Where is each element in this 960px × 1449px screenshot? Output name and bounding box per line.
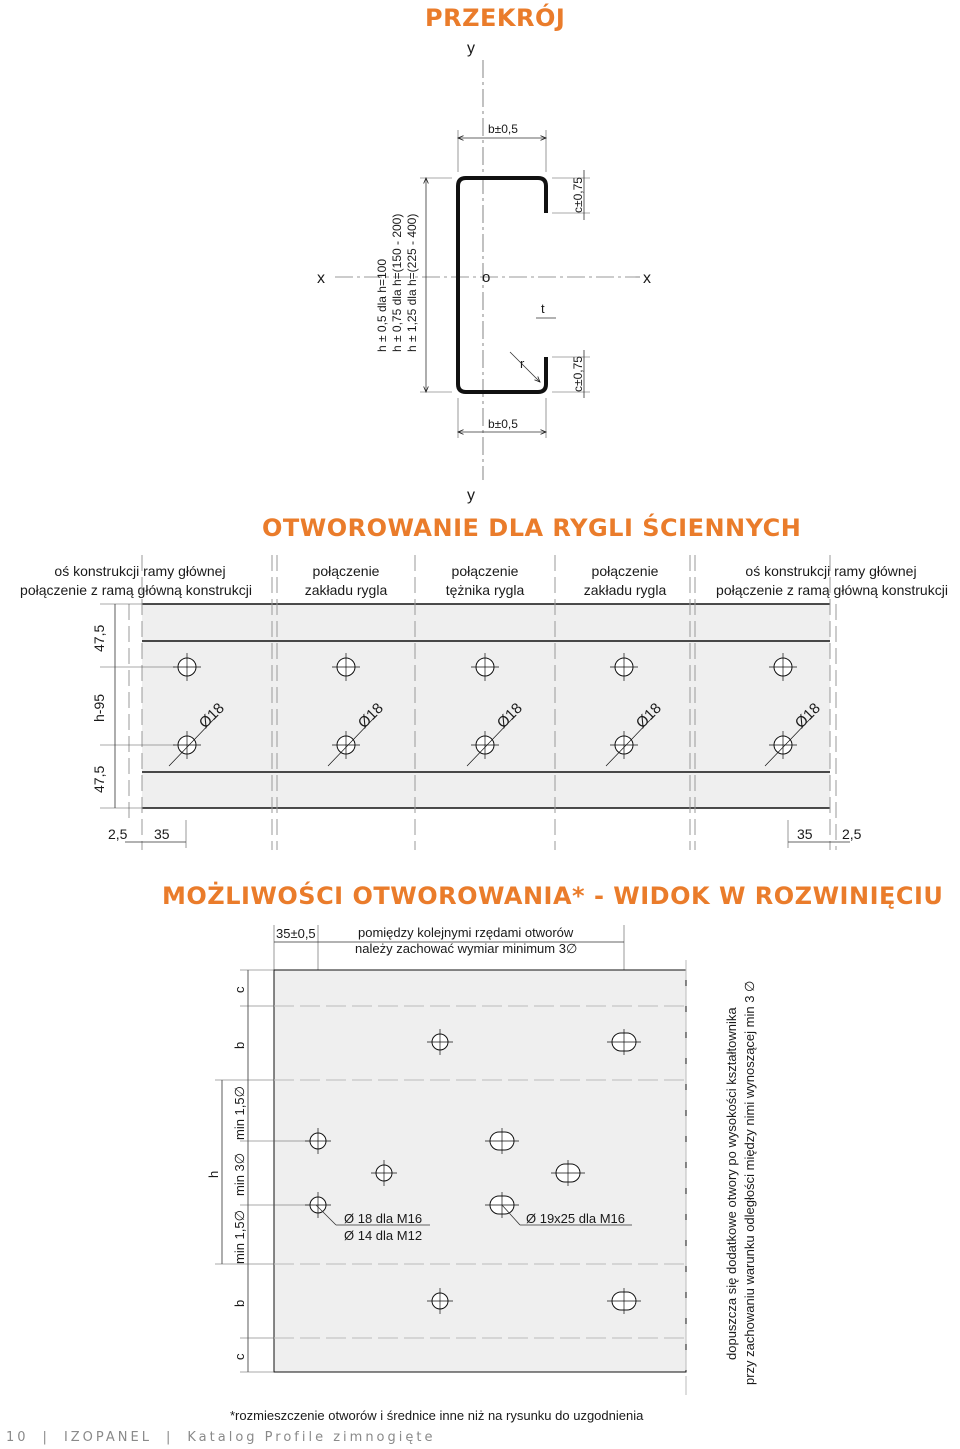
radius-label: r	[520, 356, 525, 371]
hole-leader	[168, 717, 216, 767]
hole-crosshair	[471, 653, 499, 681]
c-profile-shape	[456, 176, 548, 394]
y-axis-label-bottom: y	[467, 487, 475, 504]
hole-crosshair	[173, 731, 201, 759]
cross-section-drawing: y y x x o b±0,5 b±0,5 h ± 0,5 dla h=100 …	[317, 40, 651, 504]
label-col-1-line-2: połączenie z ramą główną konstrukcji	[20, 582, 252, 598]
hole-leader	[327, 717, 375, 767]
section-title-rail-holes: OTWOROWANIE DLA RYGLI ŚCIENNYCH	[262, 514, 802, 542]
label-col-2-line-2: zakładu rygla	[305, 582, 388, 598]
dim-left-35: 35	[154, 826, 170, 842]
left-dim-min15-bottom: min 1,5∅	[232, 1210, 247, 1264]
hole-crosshair	[332, 653, 360, 681]
right-note-line-1: dopuszcza się dodatkowe otwory po wysoko…	[724, 1007, 739, 1360]
dim-left-2-5: 2,5	[108, 826, 128, 842]
hole-crosshair	[305, 1192, 331, 1218]
footnote: *rozmieszczenie otworów i średnice inne …	[230, 1408, 644, 1423]
hole-leader	[466, 717, 514, 767]
dim-top-47-5: 47,5	[91, 625, 107, 652]
left-dim-c-top: c	[232, 986, 247, 993]
dim-right-2-5: 2,5	[842, 826, 862, 842]
footer-brand: IZOPANEL	[63, 1430, 152, 1445]
left-dim-c-bottom: c	[232, 1353, 247, 1360]
left-dim-b-bottom: b	[232, 1300, 247, 1307]
x-axis-label-right: x	[643, 270, 651, 287]
hole-crosshair	[607, 1288, 641, 1314]
label-col-4-line-1: połączenie	[592, 563, 659, 579]
h-tolerance-line-3: h ± 1,25 dla h=(225 - 400)	[405, 214, 419, 352]
dim-35-label: 35±0,5	[276, 926, 316, 941]
label-col-4-line-2: zakładu rygla	[584, 582, 667, 598]
footer-catalog: Katalog Profile zimnogięte	[187, 1430, 436, 1445]
hole-crosshair	[427, 1288, 453, 1314]
left-dim-min3: min 3∅	[232, 1153, 247, 1196]
c-top-label: c±0,75	[571, 177, 585, 213]
hole-crosshair	[769, 731, 797, 759]
dim-right-35: 35	[797, 826, 813, 842]
hole-crosshair	[610, 731, 638, 759]
hole-crosshair	[471, 731, 499, 759]
hole-leader	[764, 717, 812, 767]
h-tolerance-line-1: h ± 0,5 dla h=100	[375, 259, 389, 352]
label-col-2-line-1: połączenie	[313, 563, 380, 579]
dim-bottom-47-5: 47,5	[91, 766, 107, 793]
hole-crosshair	[769, 653, 797, 681]
h-tolerance-line-2: h ± 0,75 dla h=(150 - 200)	[390, 214, 404, 352]
origin-label: o	[482, 269, 490, 286]
label-col-5-line-1: oś konstrukcji ramy głównej	[745, 563, 916, 579]
note-top-line-1: pomiędzy kolejnymi rzędami otworów	[358, 925, 574, 940]
hole-crosshair	[305, 1128, 331, 1154]
rail-panel	[142, 604, 830, 808]
label-col-3-line-1: połączenie	[452, 563, 519, 579]
label-col-3-line-2: tężnika rygla	[446, 582, 525, 598]
b-bottom-label: b±0,5	[488, 417, 518, 431]
right-note-line-2: przy zachowaniu warunku odległości międz…	[742, 981, 757, 1385]
left-dim-b-top: b	[232, 1042, 247, 1049]
b-top-label: b±0,5	[488, 122, 518, 136]
label-col-1-line-1: oś konstrukcji ramy głównej	[54, 563, 225, 579]
x-axis-label-left: x	[317, 270, 325, 287]
hole-crosshair	[173, 653, 201, 681]
section-title-cross-section: PRZEKRÓJ	[425, 4, 566, 32]
rail-holes-drawing: oś konstrukcji ramy głównej połączenie z…	[20, 555, 948, 850]
hole-leader	[605, 717, 653, 767]
page-footer: 10 | IZOPANEL | Katalog Profile zimnogięte	[6, 1430, 436, 1445]
hole-crosshair	[332, 731, 360, 759]
hole-crosshair	[551, 1160, 585, 1186]
hole-crosshair	[371, 1160, 397, 1186]
round-hole-label-2: Ø 14 dla M12	[344, 1228, 422, 1243]
hole-crosshair	[610, 653, 638, 681]
h-label: h	[206, 1171, 221, 1178]
c-bottom-label: c±0,75	[571, 356, 585, 392]
section-title-hole-options: MOŻLIWOŚCI OTWOROWANIA* - WIDOK W ROZWIN…	[162, 882, 944, 910]
hole-crosshair	[485, 1128, 519, 1154]
footer-page-number: 10	[6, 1430, 29, 1445]
thickness-label: t	[541, 301, 545, 316]
note-top-line-2: należy zachować wymiar minimum 3∅	[355, 941, 577, 956]
hole-crosshair	[607, 1029, 641, 1055]
hole-options-drawing: 35±0,5 pomiędzy kolejnymi rzędami otworó…	[206, 925, 757, 1423]
y-axis-label-top: y	[467, 40, 475, 57]
label-col-5-line-2: połączenie z ramą główną konstrukcji	[716, 582, 948, 598]
dim-mid-h-95: h-95	[91, 694, 107, 722]
hole-crosshair	[427, 1029, 453, 1055]
left-dim-min15-top: min 1,5∅	[232, 1086, 247, 1140]
round-hole-label-1: Ø 18 dla M16	[344, 1211, 422, 1226]
slot-hole-label: Ø 19x25 dla M16	[526, 1211, 625, 1226]
